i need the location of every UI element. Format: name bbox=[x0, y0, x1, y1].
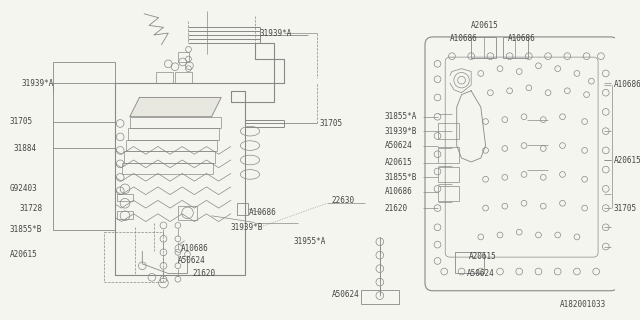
Bar bbox=[438, 186, 459, 201]
Bar bbox=[104, 232, 163, 282]
Text: 22630: 22630 bbox=[332, 196, 355, 205]
Text: 31855*B: 31855*B bbox=[10, 225, 42, 234]
Text: 21620: 21620 bbox=[192, 269, 216, 278]
Text: A50624: A50624 bbox=[385, 141, 412, 150]
Bar bbox=[237, 203, 248, 215]
Text: A20615: A20615 bbox=[385, 158, 412, 167]
Text: 31939*B: 31939*B bbox=[385, 127, 417, 136]
Text: 31939*A: 31939*A bbox=[21, 79, 54, 88]
Bar bbox=[438, 148, 459, 163]
Bar bbox=[455, 252, 484, 274]
Text: 21620: 21620 bbox=[385, 204, 408, 212]
Polygon shape bbox=[130, 98, 221, 117]
Bar bbox=[438, 124, 459, 139]
Bar bbox=[438, 167, 459, 182]
Bar bbox=[156, 72, 173, 83]
Text: 31884: 31884 bbox=[13, 144, 36, 153]
Text: A10686: A10686 bbox=[249, 208, 276, 217]
Text: 31728: 31728 bbox=[19, 204, 42, 212]
Bar bbox=[471, 37, 496, 58]
Bar bbox=[53, 62, 115, 230]
Text: G92403: G92403 bbox=[10, 184, 37, 193]
Text: A10686: A10686 bbox=[614, 81, 640, 90]
Bar bbox=[117, 194, 132, 201]
Text: 31855*A: 31855*A bbox=[385, 112, 417, 121]
Text: A50624: A50624 bbox=[332, 290, 360, 299]
Text: A20615: A20615 bbox=[471, 21, 499, 30]
Text: 31939*B: 31939*B bbox=[231, 223, 263, 232]
Text: A10686: A10686 bbox=[385, 187, 412, 196]
Text: A10686: A10686 bbox=[180, 244, 209, 253]
Text: A20615: A20615 bbox=[614, 156, 640, 164]
Bar bbox=[360, 290, 399, 304]
Text: 31705: 31705 bbox=[614, 204, 637, 212]
Text: 31705: 31705 bbox=[10, 117, 33, 126]
Text: 31705: 31705 bbox=[319, 119, 342, 128]
Text: A20615: A20615 bbox=[10, 250, 37, 259]
Bar bbox=[178, 206, 197, 220]
Bar bbox=[175, 72, 192, 83]
Bar bbox=[503, 37, 528, 58]
Text: A182001033: A182001033 bbox=[559, 300, 606, 309]
Bar bbox=[117, 211, 132, 219]
Text: A10686: A10686 bbox=[450, 34, 477, 43]
Text: A50624: A50624 bbox=[178, 256, 205, 266]
Bar bbox=[178, 52, 189, 62]
Text: A20615: A20615 bbox=[469, 252, 497, 261]
Text: 31939*A: 31939*A bbox=[260, 28, 292, 37]
Text: A10686: A10686 bbox=[508, 34, 536, 43]
Text: 31855*B: 31855*B bbox=[385, 173, 417, 182]
Text: A50624: A50624 bbox=[467, 269, 495, 278]
Text: 31955*A: 31955*A bbox=[293, 237, 326, 246]
